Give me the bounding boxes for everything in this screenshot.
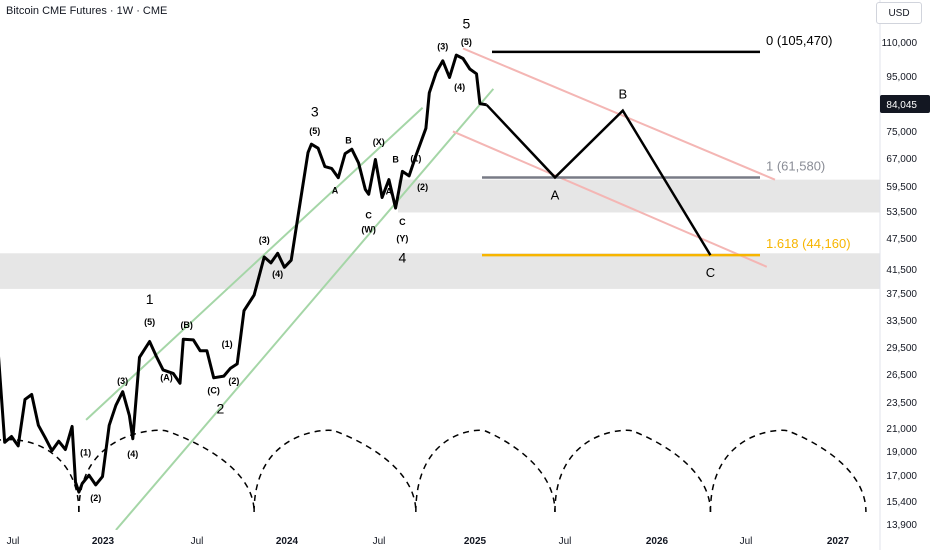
y-tick-label: 19,000 <box>886 447 917 458</box>
x-tick-label: Jul <box>559 536 572 547</box>
price-axis-background <box>880 0 932 550</box>
x-tick-label: 2027 <box>827 536 850 547</box>
time-cycle-arc <box>554 429 712 513</box>
wave-label: 4 <box>398 249 406 265</box>
wave-label: 5 <box>462 16 470 32</box>
projection-label-a: A <box>551 187 560 202</box>
x-tick-label: Jul <box>740 536 753 547</box>
wave-label: (2) <box>228 376 239 386</box>
wave-label: (2) <box>90 493 101 503</box>
currency-button[interactable]: USD <box>876 2 922 24</box>
current-price-label: 84,045 <box>886 100 917 111</box>
wave-label: B <box>392 155 399 165</box>
price-series <box>0 53 487 494</box>
wave-label: (4) <box>454 82 465 92</box>
current-price-tag <box>880 95 930 113</box>
channel-line <box>85 107 424 421</box>
projection-line <box>485 103 712 256</box>
wave-label: (1) <box>80 448 91 458</box>
y-tick-label: 17,000 <box>886 471 917 482</box>
x-tick-label: 2026 <box>646 536 669 547</box>
y-tick-label: 23,500 <box>886 398 917 409</box>
y-tick-label: 13,900 <box>886 520 917 531</box>
wave-label: (5) <box>461 37 472 47</box>
y-tick-label: 75,000 <box>886 127 917 138</box>
wave-label: (X) <box>373 137 385 147</box>
y-tick-label: 47,500 <box>886 234 917 245</box>
wave-label: (4) <box>127 449 138 459</box>
fibonacci-levels: 0 (105,470) 1 (61,580) 1.618 (44,160) <box>482 33 851 257</box>
time-cycle-arc <box>709 429 867 513</box>
y-tick-label: 21,000 <box>886 424 917 435</box>
y-tick-label: 29,500 <box>886 343 917 354</box>
fib-level-label: 1.618 (44,160) <box>766 236 851 251</box>
wave-label: C <box>399 217 406 227</box>
chart-title: Bitcoin CME Futures · 1W · CME <box>6 5 168 17</box>
y-tick-label: 53,500 <box>886 207 917 218</box>
price-line <box>0 53 487 494</box>
time-cycle-arc <box>78 429 255 513</box>
wave-label: (3) <box>437 41 448 51</box>
fib-level-label: 1 (61,580) <box>766 158 825 173</box>
time-cycle-arc <box>0 438 80 513</box>
x-tick-label: 2023 <box>92 536 115 547</box>
wave-label: (5) <box>309 126 320 136</box>
fib-level-label: 0 (105,470) <box>766 33 833 48</box>
channel-line <box>452 130 768 268</box>
support-zones <box>0 179 880 289</box>
y-tick-label: 95,000 <box>886 72 917 83</box>
wave-label: A <box>332 185 339 195</box>
y-tick-label: 15,400 <box>886 497 917 508</box>
y-tick-label: 67,000 <box>886 154 917 165</box>
wave-label: B <box>345 136 352 146</box>
wave-label: C <box>365 211 372 221</box>
projection-label-b: B <box>618 87 627 102</box>
y-tick-label: 26,500 <box>886 370 917 381</box>
wave-label: (1) <box>222 339 233 349</box>
time-cycles <box>0 429 867 513</box>
wave-label: A <box>386 187 393 197</box>
wave-label: (B) <box>180 320 193 330</box>
x-tick-label: Jul <box>191 536 204 547</box>
channel-line <box>115 88 495 531</box>
x-tick-label: Jul <box>7 536 20 547</box>
wave-label: (3) <box>117 376 128 386</box>
wave-label: (C) <box>207 386 220 396</box>
y-tick-label: 37,500 <box>886 289 917 300</box>
time-axis-background <box>0 530 880 550</box>
support-zone <box>398 179 880 213</box>
x-tick-label: Jul <box>373 536 386 547</box>
time-cycle-arc <box>253 429 417 513</box>
time-cycle-arc <box>415 429 556 513</box>
y-tick-label: 110,000 <box>882 38 918 49</box>
y-tick-label: 33,500 <box>886 316 917 327</box>
wave-label: 1 <box>146 291 154 307</box>
wave-label: (1) <box>410 154 421 164</box>
projection-label-c: C <box>706 265 715 280</box>
wave-label: (A) <box>160 373 173 383</box>
projection-path: A B C <box>485 87 715 280</box>
wave-label: (W) <box>361 225 376 235</box>
x-tick-label: 2024 <box>276 536 299 547</box>
y-tick-label: 59,500 <box>886 182 917 193</box>
wave-label: (3) <box>259 235 270 245</box>
wave-label: 2 <box>216 401 224 417</box>
wave-labels: (1) (2) (3) (4) (5) 1 (A) (B) (C) 2 (1) (2) (3) (4) (5… <box>80 16 472 503</box>
wave-label: (5) <box>144 317 155 327</box>
wave-label: (4) <box>272 269 283 279</box>
wave-label: (2) <box>417 182 428 192</box>
wave-label: 3 <box>311 103 319 119</box>
support-zone <box>0 253 880 289</box>
y-tick-label: 41,500 <box>886 265 917 276</box>
wave-label: (Y) <box>396 234 408 244</box>
x-tick-label: 2025 <box>464 536 487 547</box>
